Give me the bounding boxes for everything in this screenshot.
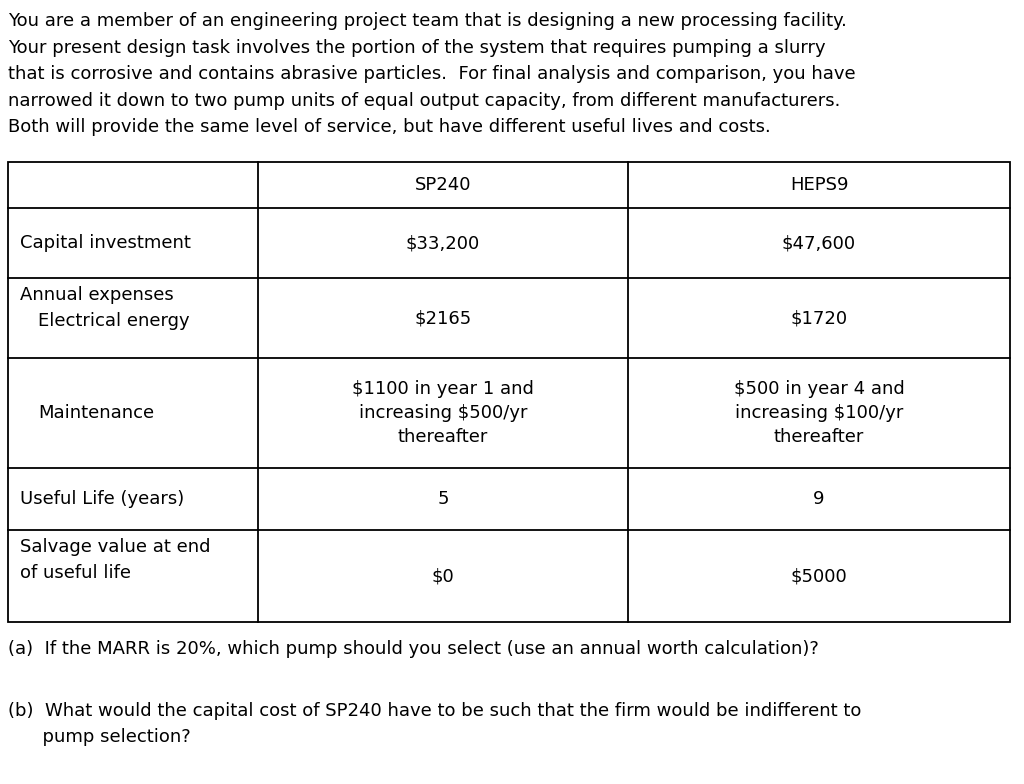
Text: Your present design task involves the portion of the system that requires pumpin: Your present design task involves the po… xyxy=(8,38,825,56)
Text: $47,600: $47,600 xyxy=(782,234,856,252)
Text: narrowed it down to two pump units of equal output capacity, from different manu: narrowed it down to two pump units of eq… xyxy=(8,92,841,110)
Text: Electrical energy: Electrical energy xyxy=(38,312,189,330)
Text: (a)  If the MARR is 20%, which pump should you select (use an annual worth calcu: (a) If the MARR is 20%, which pump shoul… xyxy=(8,640,819,658)
Text: Useful Life (years): Useful Life (years) xyxy=(20,490,184,508)
Text: $500 in year 4 and
increasing $100/yr
thereafter: $500 in year 4 and increasing $100/yr th… xyxy=(733,379,904,446)
Text: $2165: $2165 xyxy=(415,309,472,327)
Text: Both will provide the same level of service, but have different useful lives and: Both will provide the same level of serv… xyxy=(8,118,771,136)
Text: $1100 in year 1 and
increasing $500/yr
thereafter: $1100 in year 1 and increasing $500/yr t… xyxy=(352,379,534,446)
Text: $33,200: $33,200 xyxy=(406,234,480,252)
Text: You are a member of an engineering project team that is designing a new processi: You are a member of an engineering proje… xyxy=(8,12,847,30)
Text: Salvage value at end: Salvage value at end xyxy=(20,538,211,556)
Text: Maintenance: Maintenance xyxy=(38,404,155,422)
Text: Capital investment: Capital investment xyxy=(20,234,190,252)
Text: of useful life: of useful life xyxy=(20,564,131,582)
Text: that is corrosive and contains abrasive particles.  For final analysis and compa: that is corrosive and contains abrasive … xyxy=(8,65,856,83)
Text: HEPS9: HEPS9 xyxy=(790,176,848,194)
Text: $1720: $1720 xyxy=(791,309,848,327)
Text: 9: 9 xyxy=(813,490,824,508)
Text: 5: 5 xyxy=(437,490,449,508)
Text: (b)  What would the capital cost of SP240 have to be such that the firm would be: (b) What would the capital cost of SP240… xyxy=(8,702,861,720)
Text: Annual expenses: Annual expenses xyxy=(20,286,174,304)
Bar xyxy=(8,162,1010,622)
Text: pump selection?: pump selection? xyxy=(8,728,190,746)
Text: SP240: SP240 xyxy=(415,176,471,194)
Text: $5000: $5000 xyxy=(791,567,848,585)
Text: $0: $0 xyxy=(432,567,455,585)
